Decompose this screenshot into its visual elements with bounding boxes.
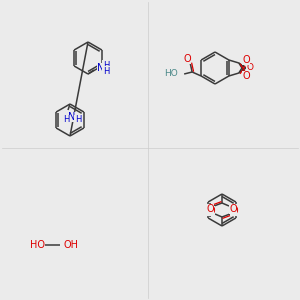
Text: H: H: [103, 67, 109, 76]
Text: O: O: [242, 71, 250, 81]
Text: HO: HO: [30, 240, 45, 250]
Text: O: O: [207, 206, 215, 216]
Text: HO: HO: [164, 70, 178, 79]
Text: H: H: [103, 61, 109, 70]
Text: H: H: [63, 116, 69, 124]
Text: H: H: [75, 116, 81, 124]
Text: O: O: [230, 206, 238, 216]
Text: N: N: [68, 112, 76, 122]
Text: O: O: [246, 64, 254, 73]
Text: N: N: [97, 63, 105, 73]
Text: O: O: [183, 54, 191, 64]
Text: O: O: [242, 55, 250, 65]
Text: O: O: [206, 204, 214, 214]
Text: OH: OH: [64, 240, 79, 250]
Text: O: O: [229, 204, 237, 214]
